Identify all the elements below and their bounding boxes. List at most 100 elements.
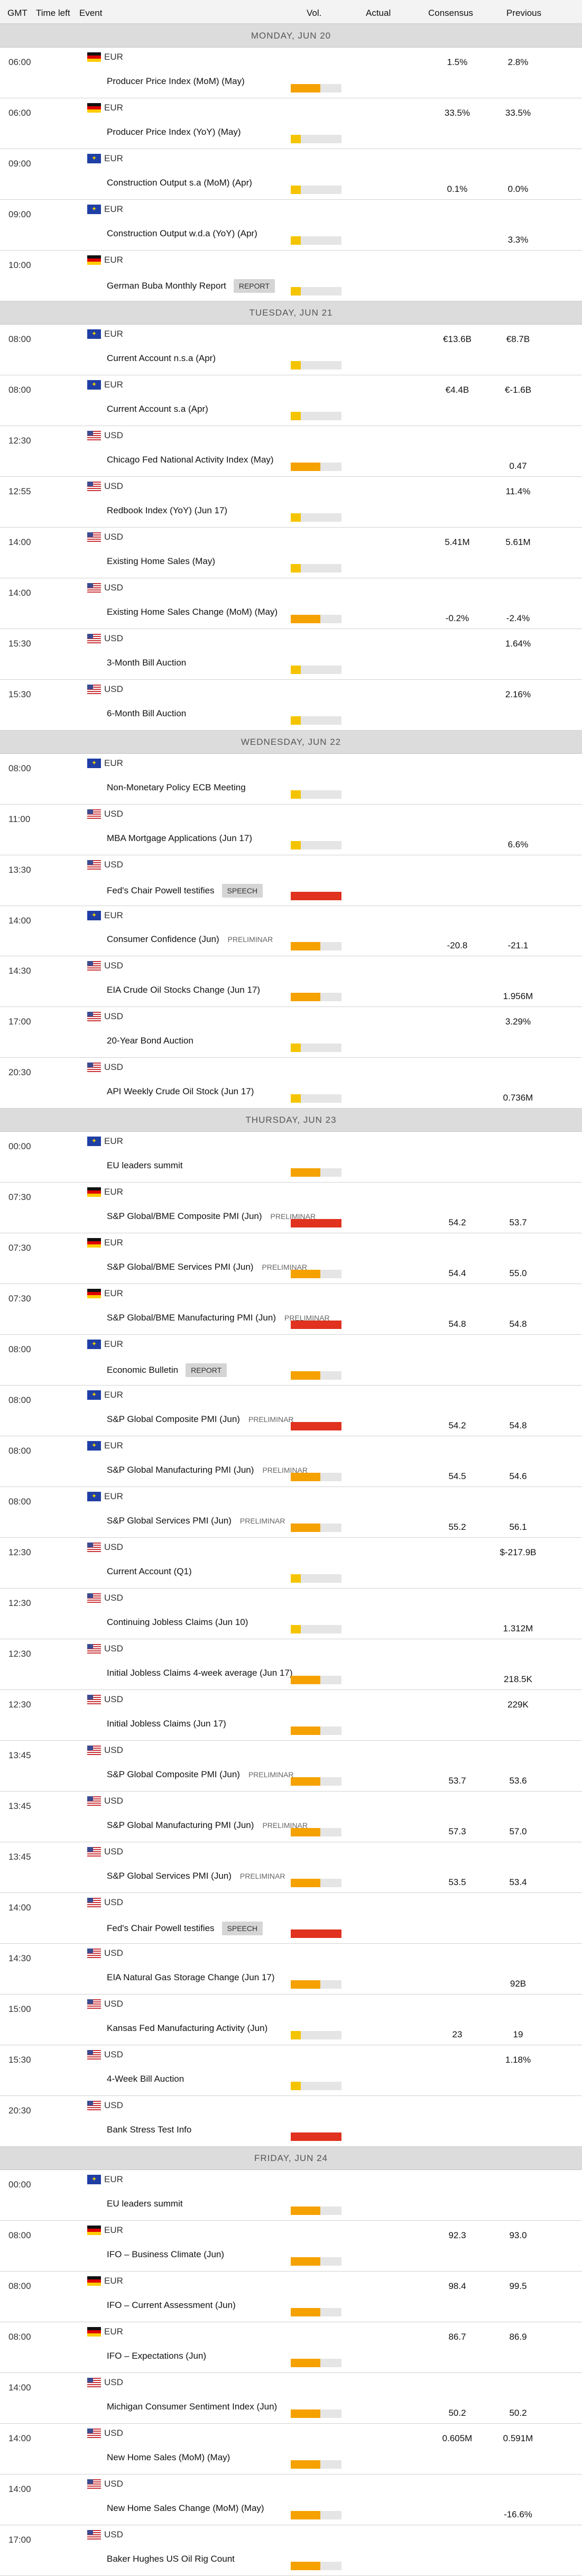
event-title[interactable]: Existing Home Sales Change (MoM) (May) — [107, 606, 278, 617]
previous-header[interactable]: Previous — [506, 8, 542, 18]
event-title[interactable]: S&P Global Services PMI (Jun) — [107, 1516, 232, 1526]
event-title[interactable]: EU leaders summit — [107, 1160, 183, 1171]
event-row[interactable]: 06:00 EUR Producer Price Index (MoM) (May)… — [0, 48, 582, 98]
event-title[interactable]: Redbook Index (YoY) (Jun 17) — [107, 505, 228, 515]
event-title[interactable]: Michigan Consumer Sentiment Index (Jun) — [107, 2401, 278, 2412]
event-row[interactable]: 12:30 USD Chicago Fed National Activity In… — [0, 426, 582, 477]
event-title[interactable]: EIA Crude Oil Stocks Change (Jun 17) — [107, 985, 261, 995]
event-title[interactable]: Bank Stress Test Info — [107, 2124, 192, 2135]
event-row[interactable]: 12:30 USD Initial Jobless Claims (Jun 17) 2… — [0, 1690, 582, 1741]
event-row[interactable]: 00:00 EUR EU leaders summit — [0, 2169, 582, 2221]
event-row[interactable]: 08:00 EUR S&P Global Composite PMI (Jun) PR… — [0, 1386, 582, 1437]
event-row[interactable]: 15:30 USD 6-Month Bill Auction 2.16% — [0, 679, 582, 731]
event-title[interactable]: Current Account s.a (Apr) — [107, 403, 208, 414]
event-row[interactable]: 08:00 EUR IFO – Expectations (Jun) 86.7 86.9 — [0, 2322, 582, 2373]
event-title[interactable]: EIA Natural Gas Storage Change (Jun 17) — [107, 1972, 275, 1982]
event-row[interactable]: 00:00 EUR EU leaders summit — [0, 1132, 582, 1183]
event-title[interactable]: EU leaders summit — [107, 2198, 183, 2209]
event-title[interactable]: 4-Week Bill Auction — [107, 2073, 184, 2084]
event-title[interactable]: S&P Global Manufacturing PMI (Jun) — [107, 1465, 254, 1475]
event-row[interactable]: 09:00 EUR Construction Output s.a (MoM) (A… — [0, 149, 582, 200]
event-title[interactable]: Current Account n.s.a (Apr) — [107, 353, 216, 363]
event-title[interactable]: Initial Jobless Claims (Jun 17) — [107, 1719, 226, 1729]
event-title[interactable]: Producer Price Index (MoM) (May) — [107, 76, 245, 86]
event-row[interactable]: 08:00 EUR S&P Global Services PMI (Jun) PRE… — [0, 1487, 582, 1538]
event-row[interactable]: 07:30 EUR S&P Global/BME Composite PMI (Ju… — [0, 1183, 582, 1234]
event-row[interactable]: 14:30 USD EIA Crude Oil Stocks Change (Jun… — [0, 956, 582, 1008]
event-title[interactable]: Consumer Confidence (Jun) — [107, 934, 219, 945]
event-row[interactable]: 13:45 USD S&P Global Services PMI (Jun) PRE… — [0, 1842, 582, 1893]
event-title[interactable]: Initial Jobless Claims 4-week average (J… — [107, 1668, 293, 1678]
event-row[interactable]: 12:30 USD Current Account (Q1) $-217.9B — [0, 1538, 582, 1589]
event-title[interactable]: MBA Mortgage Applications (Jun 17) — [107, 833, 252, 843]
event-row[interactable]: 07:30 EUR S&P Global/BME Manufacturing PMI… — [0, 1284, 582, 1335]
event-row[interactable]: 20:30 USD API Weekly Crude Oil Stock (Jun … — [0, 1058, 582, 1109]
gmt-header[interactable]: GMT — [7, 8, 27, 18]
event-title[interactable]: Chicago Fed National Activity Index (May… — [107, 454, 274, 465]
event-title[interactable]: S&P Global Services PMI (Jun) — [107, 1870, 232, 1881]
event-title[interactable]: 3-Month Bill Auction — [107, 657, 187, 668]
event-row[interactable]: 13:45 USD S&P Global Composite PMI (Jun) PR… — [0, 1741, 582, 1792]
actual-header[interactable]: Actual — [366, 8, 391, 18]
event-row[interactable]: 12:30 USD Initial Jobless Claims 4-week av… — [0, 1639, 582, 1691]
event-row[interactable]: 14:00 USD New Home Sales Change (MoM) (May… — [0, 2474, 582, 2525]
time-left-header[interactable]: Time left — [36, 8, 70, 18]
event-row[interactable]: 14:00 USD Michigan Consumer Sentiment Inde… — [0, 2372, 582, 2424]
event-title[interactable]: S&P Global/BME Manufacturing PMI (Jun) — [107, 1313, 276, 1323]
event-title[interactable]: German Buba Monthly Report — [107, 280, 226, 291]
event-row[interactable]: 13:45 USD S&P Global Manufacturing PMI (Ju… — [0, 1791, 582, 1842]
event-row[interactable]: 14:00 USD Existing Home Sales (May) 5.41M 5.… — [0, 527, 582, 578]
event-title[interactable]: S&P Global Composite PMI (Jun) — [107, 1769, 240, 1779]
event-title[interactable]: Producer Price Index (YoY) (May) — [107, 126, 241, 137]
event-title[interactable]: Construction Output w.d.a (YoY) (Apr) — [107, 228, 257, 238]
event-row[interactable]: 14:00 EUR Consumer Confidence (Jun) PRELIMI… — [0, 906, 582, 957]
event-title[interactable]: S&P Global Manufacturing PMI (Jun) — [107, 1820, 254, 1830]
event-row[interactable]: 11:00 USD MBA Mortgage Applications (Jun 1… — [0, 804, 582, 855]
event-row[interactable]: 08:00 EUR Current Account n.s.a (Apr) €13.6… — [0, 324, 582, 375]
event-row[interactable]: 15:30 USD 3-Month Bill Auction 1.64% — [0, 629, 582, 680]
event-row[interactable]: 08:00 EUR IFO – Current Assessment (Jun) 98… — [0, 2271, 582, 2322]
event-row[interactable]: 15:00 USD Kansas Fed Manufacturing Activit… — [0, 1994, 582, 2045]
event-title[interactable]: S&P Global/BME Services PMI (Jun) — [107, 1262, 254, 1272]
event-title[interactable]: New Home Sales (MoM) (May) — [107, 2452, 230, 2462]
event-row[interactable]: 14:00 USD New Home Sales (MoM) (May) 0.605M… — [0, 2423, 582, 2475]
event-row[interactable]: 10:00 EUR German Buba Monthly Report REPORT — [0, 250, 582, 301]
event-title[interactable]: Economic Bulletin — [107, 1365, 179, 1375]
event-title[interactable]: New Home Sales Change (MoM) (May) — [107, 2503, 264, 2513]
consensus-header[interactable]: Consensus — [428, 8, 474, 18]
event-row[interactable]: 17:00 USD 20-Year Bond Auction 3.29% — [0, 1007, 582, 1058]
event-title[interactable]: Continuing Jobless Claims (Jun 10) — [107, 1617, 248, 1628]
event-title[interactable]: Baker Hughes US Oil Rig Count — [107, 2553, 235, 2564]
event-row[interactable]: 14:30 USD EIA Natural Gas Storage Change (… — [0, 1943, 582, 1995]
event-row[interactable]: 07:30 EUR S&P Global/BME Services PMI (Jun… — [0, 1233, 582, 1285]
event-title[interactable]: Current Account (Q1) — [107, 1566, 192, 1577]
event-row[interactable]: 09:00 EUR Construction Output w.d.a (YoY) … — [0, 199, 582, 251]
event-title[interactable]: Fed's Chair Powell testifies — [107, 885, 215, 895]
event-title[interactable]: IFO – Current Assessment (Jun) — [107, 2300, 236, 2310]
event-title[interactable]: Construction Output s.a (MoM) (Apr) — [107, 177, 252, 188]
event-row[interactable]: 08:00 EUR S&P Global Manufacturing PMI (Ju… — [0, 1436, 582, 1488]
event-title[interactable]: 6-Month Bill Auction — [107, 708, 187, 718]
event-row[interactable]: 14:00 USD Fed's Chair Powell testifies SPEE… — [0, 1892, 582, 1944]
event-row[interactable]: 08:00 EUR Current Account s.a (Apr) €4.4B €-… — [0, 375, 582, 426]
event-title[interactable]: S&P Global/BME Composite PMI (Jun) — [107, 1211, 262, 1222]
event-row[interactable]: 12:55 USD Redbook Index (YoY) (Jun 17) 11.4… — [0, 476, 582, 528]
volatility-header[interactable]: Vol. — [307, 8, 322, 18]
event-row[interactable]: 15:30 USD 4-Week Bill Auction 1.18% — [0, 2045, 582, 2096]
event-title[interactable]: 20-Year Bond Auction — [107, 1036, 193, 1046]
event-title[interactable]: Kansas Fed Manufacturing Activity (Jun) — [107, 2023, 268, 2033]
event-row[interactable]: 14:00 USD Existing Home Sales Change (MoM)… — [0, 578, 582, 629]
event-title[interactable]: Fed's Chair Powell testifies — [107, 1923, 215, 1933]
event-row[interactable]: 08:00 EUR Non-Monetary Policy ECB Meeting — [0, 753, 582, 805]
event-title[interactable]: Non-Monetary Policy ECB Meeting — [107, 782, 246, 792]
event-row[interactable]: 12:30 USD Continuing Jobless Claims (Jun 1… — [0, 1589, 582, 1640]
event-header[interactable]: Event — [79, 8, 103, 18]
event-row[interactable]: 20:30 USD Bank Stress Test Info — [0, 2095, 582, 2147]
event-row[interactable]: 08:00 EUR Economic Bulletin REPORT — [0, 1335, 582, 1386]
event-title[interactable]: IFO – Expectations (Jun) — [107, 2350, 207, 2361]
event-title[interactable]: API Weekly Crude Oil Stock (Jun 17) — [107, 1086, 254, 1097]
event-title[interactable]: Existing Home Sales (May) — [107, 556, 216, 566]
event-title[interactable]: IFO – Business Climate (Jun) — [107, 2249, 225, 2259]
event-row[interactable]: 06:00 EUR Producer Price Index (YoY) (May)… — [0, 98, 582, 149]
event-row[interactable]: 13:30 USD Fed's Chair Powell testifies SPEE… — [0, 855, 582, 906]
